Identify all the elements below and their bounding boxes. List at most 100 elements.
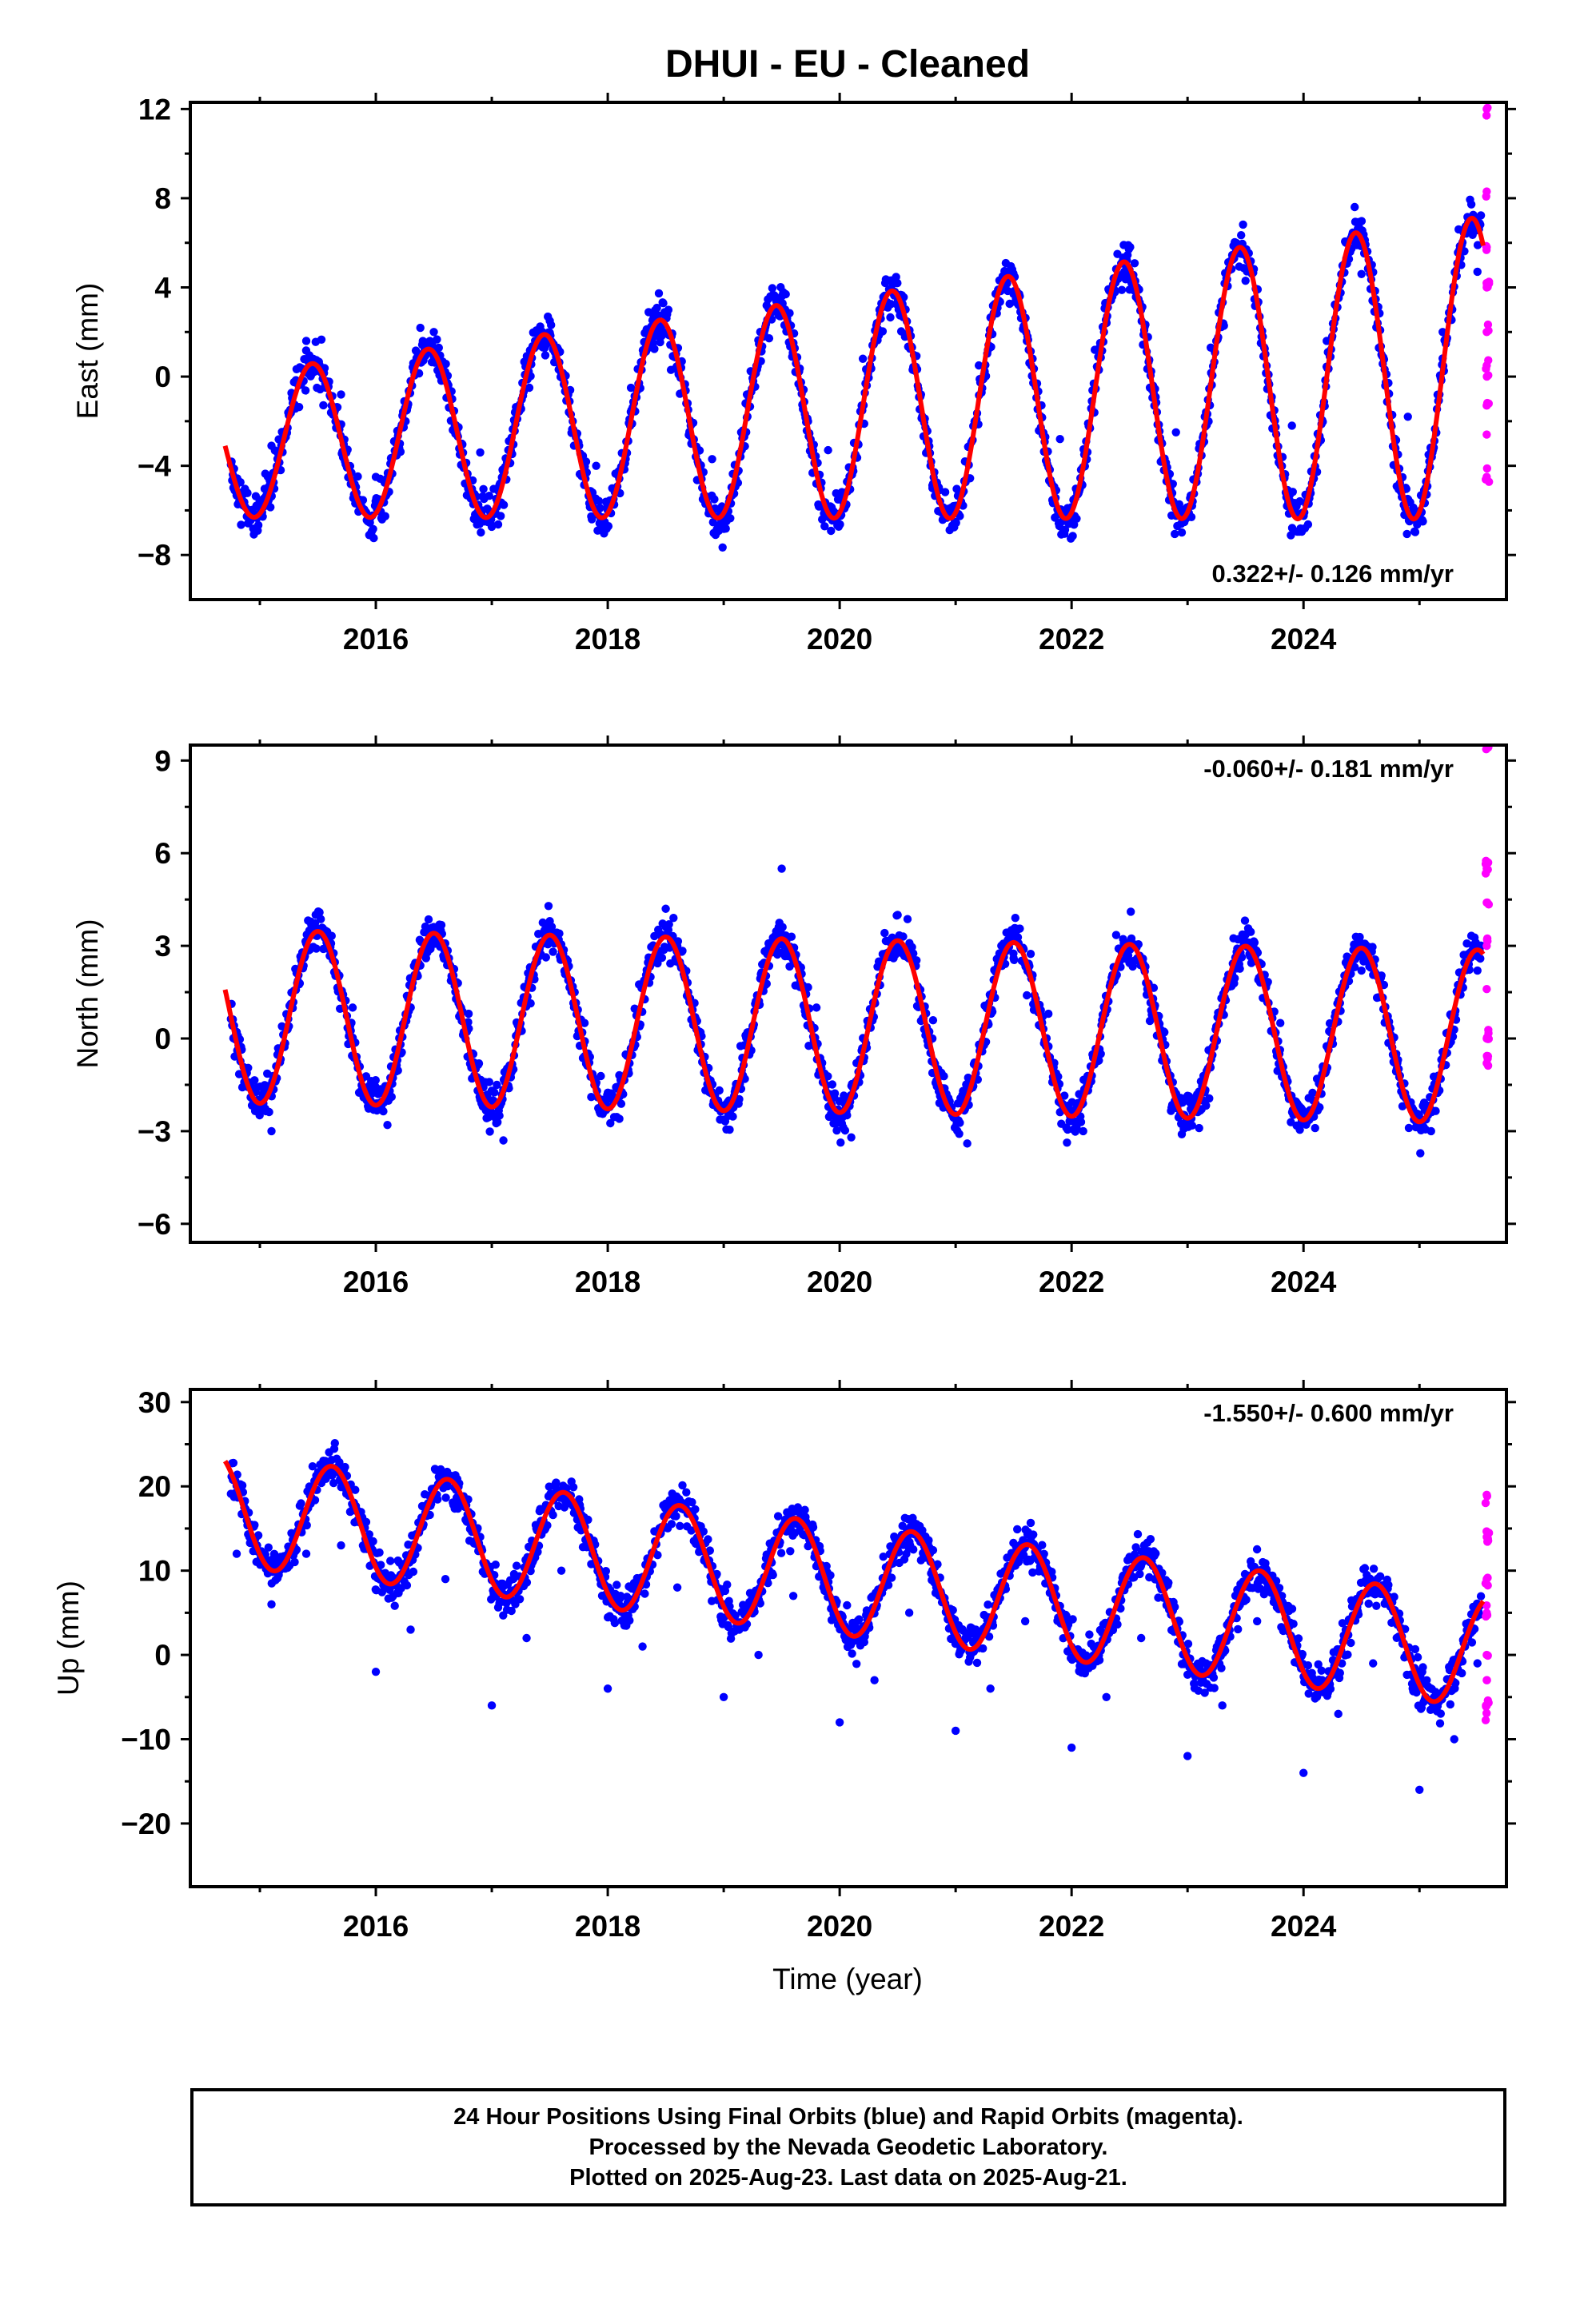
final-point — [800, 1506, 808, 1514]
x-tick-label: 2022 — [1039, 623, 1104, 656]
y-tick-label: 12 — [138, 93, 171, 126]
final-point — [678, 1481, 686, 1489]
final-point — [1118, 286, 1126, 294]
final-point — [1044, 1010, 1052, 1018]
final-point — [1411, 528, 1419, 536]
final-point — [828, 1080, 836, 1088]
final-point — [710, 495, 718, 503]
x-ticks — [260, 735, 1419, 1252]
final-point — [1068, 532, 1076, 540]
final-point — [403, 1581, 411, 1589]
final-point — [1289, 488, 1297, 496]
final-point — [1304, 520, 1312, 528]
final-point — [475, 1059, 483, 1067]
final-point — [465, 1010, 473, 1018]
final-point — [301, 386, 309, 394]
final-point — [879, 327, 887, 335]
final-point — [497, 512, 505, 520]
final-point — [1055, 435, 1063, 443]
final-point — [337, 390, 345, 398]
final-point — [375, 1549, 383, 1557]
final-point — [728, 1112, 736, 1120]
rapid-point — [1484, 357, 1492, 365]
final-point — [317, 336, 325, 344]
rapid-point — [1485, 900, 1493, 908]
final-point — [726, 514, 734, 522]
final-point — [1355, 933, 1363, 941]
rapid-point — [1482, 860, 1490, 868]
final-point — [769, 1571, 777, 1579]
final-point — [1418, 517, 1426, 525]
final-point — [485, 1127, 493, 1135]
x-tick-label: 2016 — [343, 623, 409, 656]
final-point — [1079, 1127, 1087, 1135]
final-point — [417, 324, 425, 332]
final-point — [848, 1649, 856, 1657]
y-axis-label: North (mm) — [71, 919, 104, 1068]
final-point — [1237, 231, 1245, 239]
x-tick-label: 2020 — [807, 1266, 872, 1298]
final-point — [542, 953, 550, 961]
final-point — [777, 864, 785, 872]
y-tick-label: 6 — [154, 837, 171, 870]
final-point — [940, 1072, 948, 1080]
final-point — [476, 448, 484, 456]
rapid-point — [1484, 371, 1492, 379]
final-point — [782, 290, 790, 298]
final-point — [1205, 1094, 1213, 1102]
final-point — [495, 1111, 503, 1119]
final-point — [267, 441, 275, 449]
final-point — [1242, 277, 1250, 285]
final-point — [1027, 950, 1035, 958]
final-point — [1202, 1102, 1210, 1110]
final-point — [1011, 914, 1019, 922]
final-point — [941, 488, 949, 496]
final-point — [659, 299, 667, 307]
y-tick-label: −8 — [138, 539, 171, 572]
final-point — [1288, 421, 1296, 429]
final-point — [383, 1121, 391, 1129]
final-point — [955, 1130, 963, 1138]
final-point — [545, 317, 553, 325]
final-point — [1127, 907, 1135, 915]
rapid-point — [1483, 464, 1491, 472]
rapid-point — [1484, 1026, 1492, 1034]
final-point — [381, 512, 389, 520]
final-point — [672, 1512, 680, 1520]
final-point — [490, 1088, 498, 1096]
rapid-point — [1482, 476, 1490, 484]
final-point — [682, 1489, 690, 1497]
final-point — [433, 335, 441, 343]
final-point — [1171, 429, 1179, 436]
rapid-point — [1484, 1052, 1492, 1060]
final-point — [904, 915, 912, 923]
rapid-point — [1483, 104, 1491, 112]
final-point — [526, 999, 534, 1007]
final-point — [668, 1520, 676, 1528]
rapid-point — [1482, 733, 1490, 741]
final-point — [843, 1601, 851, 1609]
final-point — [1015, 924, 1023, 932]
final-point — [612, 1581, 620, 1589]
final-point — [477, 528, 485, 536]
x-tick-label: 2024 — [1271, 1266, 1337, 1298]
final-point — [655, 289, 663, 297]
y-tick-label: −4 — [138, 450, 172, 483]
final-point — [836, 1138, 844, 1146]
final-point — [1402, 530, 1410, 538]
final-point — [328, 932, 336, 940]
final-point — [516, 1595, 524, 1603]
final-point — [425, 915, 433, 923]
x-tick-label: 2018 — [575, 1266, 640, 1298]
final-point — [640, 1589, 648, 1597]
y-tick-label: 0 — [154, 361, 171, 393]
final-point — [372, 1076, 380, 1084]
final-point — [824, 446, 832, 454]
final-point — [549, 1511, 557, 1519]
final-point — [513, 1561, 521, 1569]
final-point — [716, 1086, 724, 1094]
final-point — [1091, 345, 1099, 353]
